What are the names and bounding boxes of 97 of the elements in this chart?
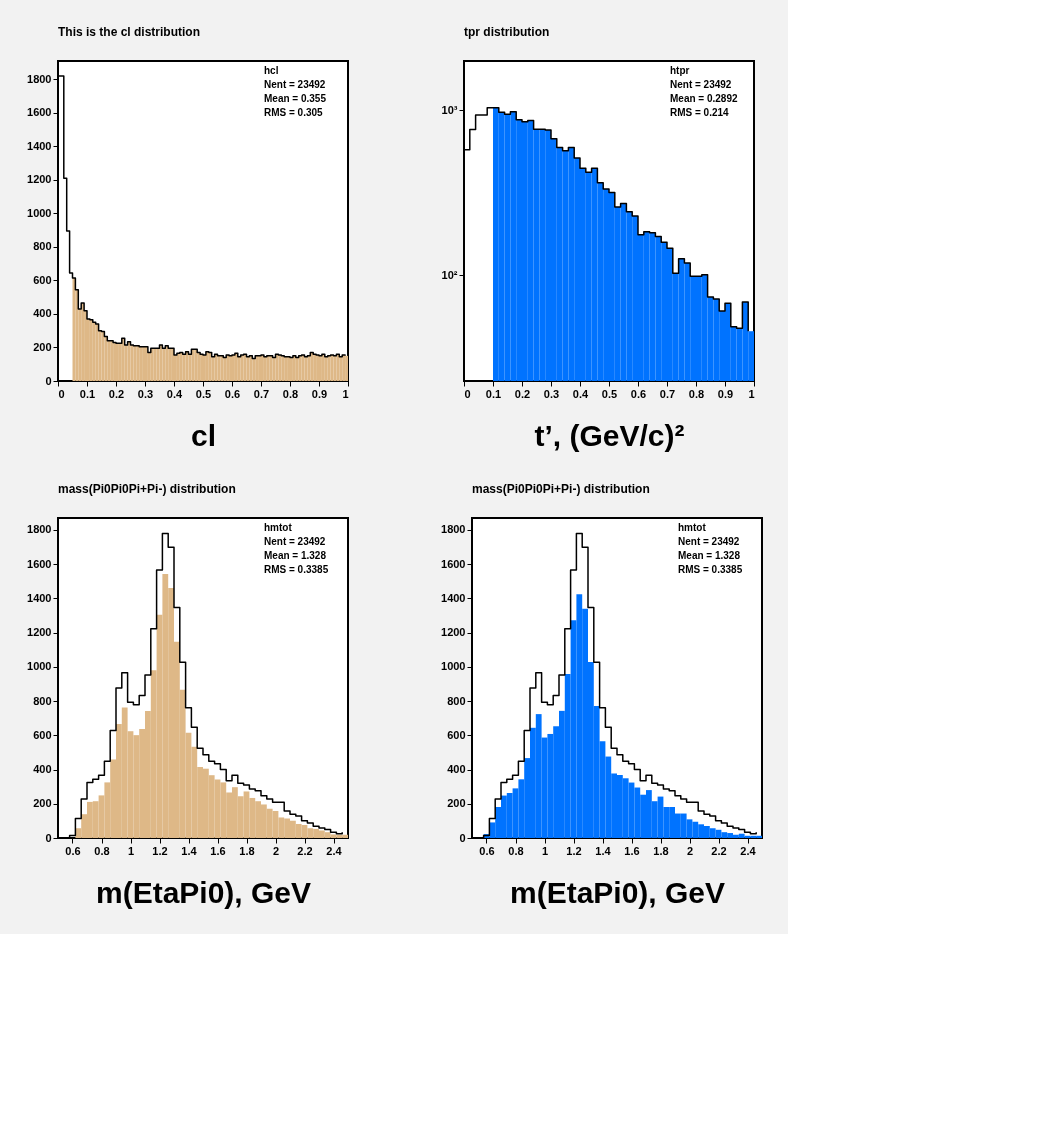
- y-tick-label: 1000: [27, 660, 52, 673]
- x-axis-title: m(EtaPi0), GeV: [509, 875, 726, 909]
- y-tick-label: 1000: [441, 660, 466, 673]
- y-tick-label: 200: [447, 797, 466, 810]
- y-tick-label: 800: [447, 694, 466, 707]
- x-tick-label: 2: [686, 844, 694, 857]
- annotation: Nent = 23492: [678, 536, 740, 547]
- annotation: hcl: [264, 65, 279, 76]
- y-tick-label: 1600: [441, 557, 466, 570]
- x-tick-label: 1.8: [653, 844, 669, 857]
- x-tick-label: 0.6: [224, 387, 241, 400]
- y-tick-label: 1600: [27, 557, 52, 570]
- y-tick-label: 200: [33, 797, 52, 810]
- chart-title: mass(Pi0Pi0Pi+Pi-) distribution: [472, 482, 650, 496]
- y-tick-label: 400: [447, 763, 466, 776]
- x-tick-label: 0.4: [572, 387, 590, 400]
- y-tick-label: 600: [33, 273, 52, 286]
- y-tick-label: 1800: [441, 523, 466, 536]
- x-tick-label: 0.8: [688, 387, 705, 400]
- x-tick-label: 0.3: [543, 387, 560, 400]
- x-tick-label: 1: [748, 387, 755, 400]
- y-tick-label: 600: [447, 728, 466, 741]
- y-tick-label: 400: [33, 307, 52, 320]
- x-axis-title: cl: [190, 418, 217, 452]
- annotation: Nent = 23492: [264, 79, 326, 90]
- annotation: Mean = 1.328: [678, 550, 741, 561]
- x-axis-title: m(EtaPi0), GeV: [95, 875, 312, 909]
- x-tick-label: 1.4: [181, 844, 198, 857]
- x-tick-label: 0.6: [479, 844, 495, 857]
- x-tick-label: 0.1: [79, 387, 96, 400]
- x-tick-label: 1: [541, 844, 549, 857]
- annotation: Nent = 23492: [264, 536, 326, 547]
- chart-title: mass(Pi0Pi0Pi+Pi-) distribution: [58, 482, 236, 496]
- y-tick-label: 10³: [441, 103, 458, 116]
- x-tick-label: 2: [272, 844, 280, 857]
- annotation: Nent = 23492: [670, 79, 732, 90]
- y-tick-label: 10²: [441, 268, 458, 281]
- x-tick-label: 0.3: [137, 387, 154, 400]
- x-tick-label: 0.1: [485, 387, 502, 400]
- annotation: hmtot: [678, 522, 707, 533]
- x-tick-label: 2.4: [326, 844, 343, 857]
- y-tick-label: 400: [33, 763, 52, 776]
- annotation: RMS = 0.214: [670, 107, 730, 118]
- y-tick-label: 1800: [27, 523, 52, 536]
- annotation: hmtot: [264, 522, 293, 533]
- x-tick-label: 0.8: [508, 844, 524, 857]
- x-tick-label: 1.4: [595, 844, 612, 857]
- x-tick-label: 2.2: [297, 844, 313, 857]
- x-tick-label: 1: [127, 844, 135, 857]
- y-tick-label: 1200: [27, 626, 52, 639]
- y-tick-label: 1200: [441, 626, 466, 639]
- x-tick-label: 0.2: [514, 387, 531, 400]
- x-tick-label: 0.5: [195, 387, 212, 400]
- annotation: RMS = 0.305: [264, 107, 324, 118]
- x-tick-label: 0.8: [94, 844, 110, 857]
- annotation: Mean = 0.355: [264, 93, 327, 104]
- x-tick-label: 0.7: [253, 387, 270, 400]
- x-tick-label: 1.6: [624, 844, 640, 857]
- x-tick-label: 0.9: [311, 387, 328, 400]
- y-tick-label: 1400: [27, 139, 52, 152]
- annotation: RMS = 0.3385: [264, 564, 329, 575]
- y-tick-label: 1600: [27, 106, 52, 119]
- y-tick-label: 200: [33, 340, 52, 353]
- y-tick-label: 600: [33, 728, 52, 741]
- chart-title: tpr distribution: [464, 25, 550, 39]
- annotation: Mean = 0.2892: [670, 93, 738, 104]
- y-tick-label: 800: [33, 694, 52, 707]
- x-tick-label: 1.6: [210, 844, 226, 857]
- x-tick-label: 1.2: [566, 844, 582, 857]
- x-tick-label: 0.2: [108, 387, 125, 400]
- y-tick-label: 800: [33, 240, 52, 253]
- x-tick-label: 0.4: [166, 387, 184, 400]
- x-tick-label: 0.7: [659, 387, 676, 400]
- y-tick-label: 0: [45, 831, 52, 844]
- chart-title: This is the cl distribution: [58, 25, 201, 39]
- y-tick-label: 1400: [441, 591, 466, 604]
- x-axis-title: t’, (GeV/c)²: [534, 418, 685, 452]
- x-tick-label: 0: [58, 387, 65, 400]
- x-tick-label: 0.8: [282, 387, 299, 400]
- y-tick-label: 1200: [27, 173, 52, 186]
- x-tick-label: 2.4: [740, 844, 757, 857]
- y-tick-label: 0: [459, 831, 466, 844]
- x-tick-label: 0.5: [601, 387, 618, 400]
- y-tick-label: 1000: [27, 206, 52, 219]
- x-tick-label: 1: [342, 387, 349, 400]
- annotation: htpr: [670, 65, 690, 76]
- x-tick-label: 1.2: [152, 844, 168, 857]
- x-tick-label: 1.8: [239, 844, 255, 857]
- y-tick-label: 1800: [27, 72, 52, 85]
- x-tick-label: 2.2: [711, 844, 727, 857]
- y-tick-label: 0: [45, 374, 52, 387]
- x-tick-label: 0.6: [630, 387, 647, 400]
- y-tick-label: 1400: [27, 591, 52, 604]
- x-tick-label: 0.9: [717, 387, 734, 400]
- x-tick-label: 0.6: [65, 844, 81, 857]
- annotation: Mean = 1.328: [264, 550, 327, 561]
- annotation: RMS = 0.3385: [678, 564, 743, 575]
